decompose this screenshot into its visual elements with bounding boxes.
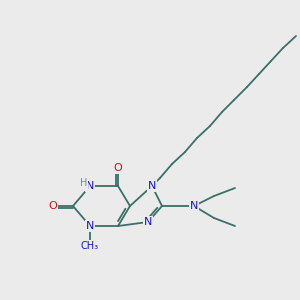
Text: N: N: [86, 181, 94, 191]
Text: N: N: [148, 181, 156, 191]
Text: O: O: [114, 163, 122, 173]
Text: N: N: [144, 217, 152, 227]
Text: CH₃: CH₃: [81, 241, 99, 251]
Text: N: N: [86, 221, 94, 231]
Text: H: H: [80, 178, 87, 188]
Text: N: N: [190, 201, 198, 211]
Text: O: O: [49, 201, 57, 211]
